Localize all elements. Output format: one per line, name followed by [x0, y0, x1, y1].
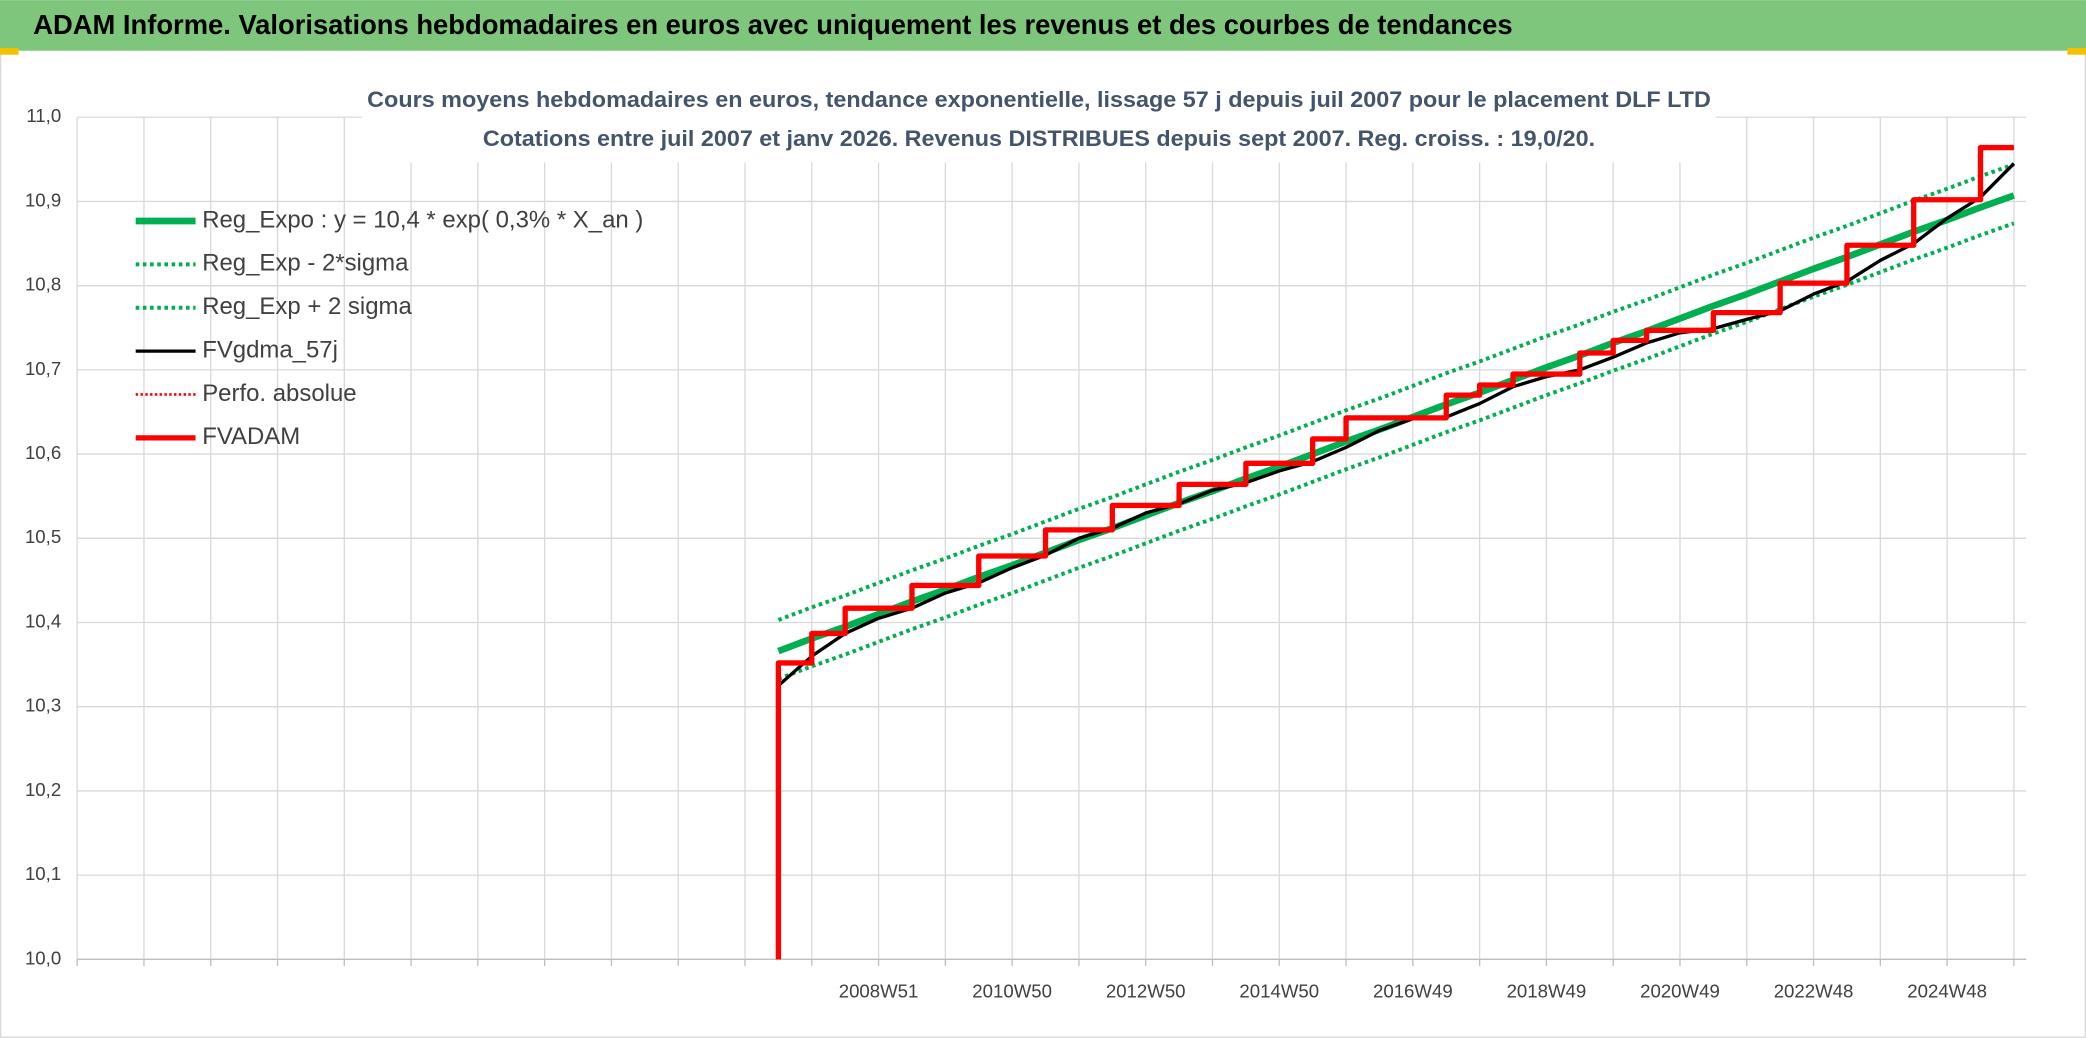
chart-subtitle: Cotations entre juil 2007 et janv 2026. … [483, 126, 1595, 151]
x-tick-label: 2022W48 [1774, 981, 1854, 1002]
legend: Reg_Expo : y = 10,4 * exp( 0,3% * X_an )… [135, 206, 643, 450]
corner-mark [2067, 48, 2086, 55]
x-tick-label: 2016W49 [1373, 981, 1453, 1002]
y-tick-label: 10,7 [25, 358, 61, 379]
series-line [775, 144, 2014, 960]
legend-label: FVADAM [202, 423, 300, 450]
y-tick-label: 10,6 [25, 442, 61, 463]
x-tick-label: 2008W51 [839, 981, 919, 1002]
x-tick-label: 2018W49 [1507, 981, 1587, 1002]
legend-label: Perfo. absolue [202, 380, 356, 407]
x-tick-label: 2020W49 [1640, 981, 1720, 1002]
y-tick-label: 10,0 [25, 947, 61, 968]
header-band [0, 0, 2086, 51]
x-tick-label: 2024W48 [1907, 981, 1987, 1002]
y-tick-label: 10,9 [25, 189, 61, 210]
grid: 10,0 10,1 10,2 10,3 10,4 10,5 10,6 10,7 10,8 10,9… [25, 105, 2027, 1002]
chart-title: Cours moyens hebdomadaires en euros, ten… [367, 87, 1711, 112]
x-tick-label: 2012W50 [1106, 981, 1186, 1002]
title-backdrop [361, 79, 1717, 163]
page-title: ADAM Informe. Valorisations hebdomadaire… [33, 9, 1512, 40]
x-tick-label: 2014W50 [1239, 981, 1319, 1002]
legend-label: Reg_Expo : y = 10,4 * exp( 0,3% * X_an ) [202, 206, 643, 233]
corner-mark [0, 48, 19, 55]
series-line [777, 162, 2016, 687]
legend-label: Reg_Exp + 2 sigma [202, 293, 412, 320]
legend-label: FVgdma_57j [202, 336, 338, 363]
y-tick-label: 10,8 [25, 274, 61, 295]
y-tick-label: 10,5 [25, 526, 61, 547]
plot-area [775, 144, 2016, 960]
x-tick-label: 2010W50 [972, 981, 1052, 1002]
y-tick-label: 10,1 [25, 863, 61, 884]
y-tick-label: 10,3 [25, 695, 61, 716]
legend-label: Reg_Exp - 2*sigma [202, 250, 409, 277]
y-tick-label: 10,2 [25, 779, 61, 800]
y-tick-label: 11,0 [26, 105, 61, 126]
y-tick-label: 10,4 [25, 610, 61, 631]
